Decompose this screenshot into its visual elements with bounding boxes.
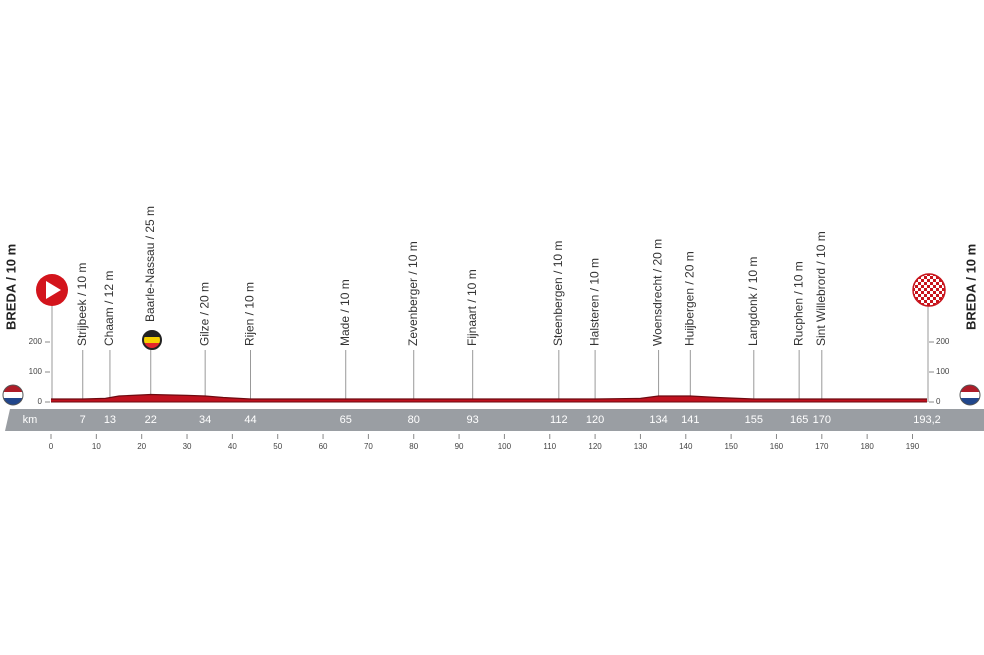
waypoint-km: 120 bbox=[586, 414, 604, 426]
profile-fill bbox=[51, 394, 927, 402]
y-tick-label: 0 bbox=[936, 397, 941, 406]
flag-ring bbox=[2, 384, 24, 406]
x-tick-label: 140 bbox=[679, 442, 693, 451]
y-tick-label: 0 bbox=[38, 397, 43, 406]
finish-km: 193,2 bbox=[913, 414, 941, 426]
x-tick-label: 0 bbox=[49, 442, 54, 451]
x-tick-label: 60 bbox=[319, 442, 328, 451]
x-tick-label: 90 bbox=[455, 442, 464, 451]
finish-label: BREDA / 10 m bbox=[963, 244, 978, 330]
waypoint-km: 44 bbox=[244, 414, 256, 426]
x-tick-label: 70 bbox=[364, 442, 373, 451]
x-tick-label: 50 bbox=[273, 442, 282, 451]
waypoint-label: Made / 10 m bbox=[338, 279, 352, 346]
x-tick-label: 190 bbox=[906, 442, 920, 451]
flag-ring bbox=[959, 384, 981, 406]
waypoint-label: Zevenberger / 10 m bbox=[406, 241, 420, 346]
x-tick-label: 10 bbox=[92, 442, 101, 451]
flag-be bbox=[143, 331, 161, 349]
y-tick-label: 100 bbox=[936, 367, 950, 376]
waypoint-label: Rijen / 10 m bbox=[243, 282, 257, 346]
waypoint-label: Halsteren / 10 m bbox=[587, 258, 601, 346]
x-tick-label: 120 bbox=[588, 442, 602, 451]
waypoint-km: 7 bbox=[80, 414, 86, 426]
band-label: km bbox=[23, 414, 38, 426]
x-tick-label: 20 bbox=[137, 442, 146, 451]
x-tick-label: 100 bbox=[498, 442, 512, 451]
x-tick-label: 40 bbox=[228, 442, 237, 451]
waypoint-label: Rucphen / 10 m bbox=[791, 261, 805, 346]
waypoint-label: Fijnaart / 10 m bbox=[465, 269, 479, 346]
waypoint-km: 134 bbox=[649, 414, 667, 426]
waypoint-label: Steenbergen / 10 m bbox=[551, 241, 565, 346]
waypoint-label: Woensdrecht / 20 m bbox=[651, 239, 665, 346]
x-tick-label: 80 bbox=[409, 442, 418, 451]
flag-nl bbox=[960, 385, 980, 405]
waypoint-label: Sint Willebrord / 10 m bbox=[814, 231, 828, 346]
waypoint-km: 34 bbox=[199, 414, 211, 426]
km-band bbox=[5, 409, 984, 431]
finish-icon bbox=[912, 273, 946, 307]
waypoint-label: Gilze / 20 m bbox=[197, 282, 211, 346]
x-tick-label: 150 bbox=[724, 442, 738, 451]
waypoint-km: 141 bbox=[681, 414, 699, 426]
x-tick-label: 110 bbox=[543, 442, 556, 451]
waypoint-km: 155 bbox=[745, 414, 763, 426]
start-arrow bbox=[46, 281, 61, 299]
x-tick-label: 170 bbox=[815, 442, 829, 451]
waypoint-km: 165 bbox=[790, 414, 808, 426]
y-tick-label: 200 bbox=[936, 337, 950, 346]
start-label: BREDA / 10 m bbox=[3, 244, 18, 330]
y-tick-label: 200 bbox=[29, 337, 43, 346]
waypoint-label: Strijbeek / 10 m bbox=[75, 263, 89, 346]
waypoint-km: 170 bbox=[813, 414, 831, 426]
x-tick-label: 180 bbox=[860, 442, 874, 451]
x-tick-label: 130 bbox=[634, 442, 648, 451]
waypoint-label: Chaam / 12 m bbox=[102, 271, 116, 346]
x-tick-label: 160 bbox=[770, 442, 784, 451]
y-tick-label: 100 bbox=[29, 367, 43, 376]
x-tick-label: 30 bbox=[183, 442, 192, 451]
waypoint-label: Huijbergen / 20 m bbox=[682, 251, 696, 346]
waypoint-km: 13 bbox=[104, 414, 116, 426]
flag-nl bbox=[3, 385, 23, 405]
waypoint-km: 112 bbox=[550, 414, 568, 426]
profile bbox=[51, 393, 927, 400]
waypoint-km: 80 bbox=[408, 414, 420, 426]
waypoint-label: Baarle-Nassau / 25 m bbox=[143, 206, 157, 322]
waypoint-km: 65 bbox=[340, 414, 352, 426]
waypoint-label: Langdonk / 10 m bbox=[746, 257, 760, 346]
waypoint-km: 22 bbox=[145, 414, 157, 426]
waypoint-km: 93 bbox=[467, 414, 479, 426]
flag-ring bbox=[142, 330, 162, 350]
